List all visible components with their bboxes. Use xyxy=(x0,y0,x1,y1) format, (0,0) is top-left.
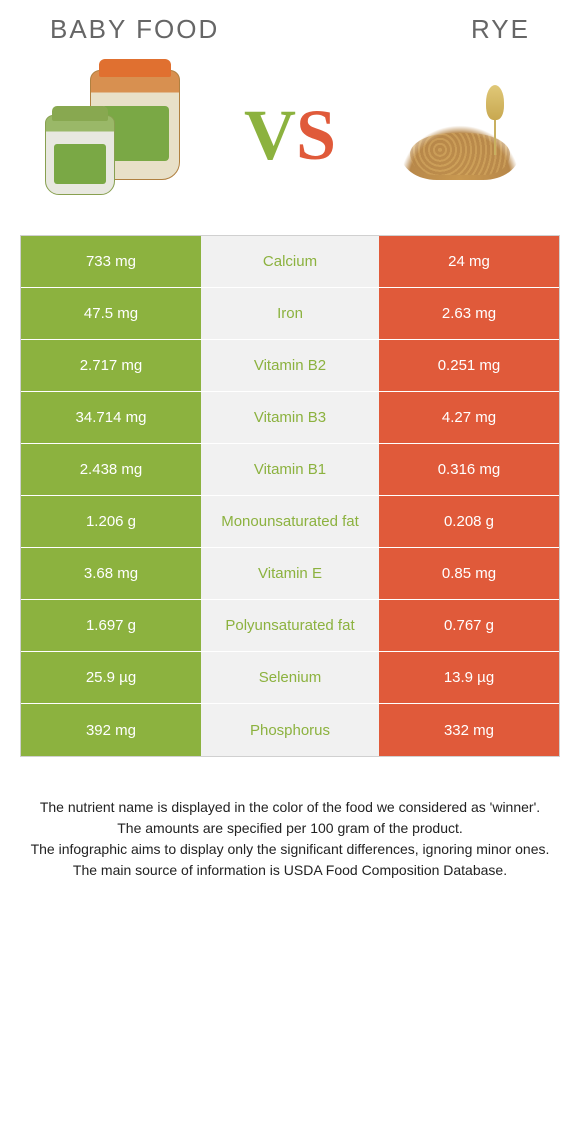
cell-right-value: 0.316 mg xyxy=(379,444,559,495)
images-row: VS xyxy=(0,45,580,235)
cell-left-value: 1.206 g xyxy=(21,496,201,547)
table-row: 47.5 mgIron2.63 mg xyxy=(21,288,559,340)
cell-nutrient-label: Polyunsaturated fat xyxy=(201,600,379,651)
cell-right-value: 332 mg xyxy=(379,704,559,756)
cell-left-value: 25.9 µg xyxy=(21,652,201,703)
cell-nutrient-label: Vitamin B3 xyxy=(201,392,379,443)
footer-line: The infographic aims to display only the… xyxy=(30,839,550,860)
cell-right-value: 24 mg xyxy=(379,236,559,287)
table-row: 34.714 mgVitamin B34.27 mg xyxy=(21,392,559,444)
table-row: 1.206 gMonounsaturated fat0.208 g xyxy=(21,496,559,548)
cell-nutrient-label: Vitamin B2 xyxy=(201,340,379,391)
footer-line: The main source of information is USDA F… xyxy=(30,860,550,881)
cell-left-value: 2.717 mg xyxy=(21,340,201,391)
cell-nutrient-label: Vitamin E xyxy=(201,548,379,599)
cell-right-value: 0.85 mg xyxy=(379,548,559,599)
cell-nutrient-label: Monounsaturated fat xyxy=(201,496,379,547)
cell-nutrient-label: Iron xyxy=(201,288,379,339)
cell-left-value: 733 mg xyxy=(21,236,201,287)
cell-nutrient-label: Vitamin B1 xyxy=(201,444,379,495)
rye-image xyxy=(380,65,540,205)
cell-left-value: 34.714 mg xyxy=(21,392,201,443)
vs-s: S xyxy=(296,94,336,177)
cell-left-value: 47.5 mg xyxy=(21,288,201,339)
cell-nutrient-label: Calcium xyxy=(201,236,379,287)
cell-left-value: 3.68 mg xyxy=(21,548,201,599)
table-row: 392 mgPhosphorus332 mg xyxy=(21,704,559,756)
table-row: 2.717 mgVitamin B20.251 mg xyxy=(21,340,559,392)
table-row: 733 mgCalcium24 mg xyxy=(21,236,559,288)
footer-line: The amounts are specified per 100 gram o… xyxy=(30,818,550,839)
cell-left-value: 1.697 g xyxy=(21,600,201,651)
vs-v: V xyxy=(244,94,296,177)
cell-right-value: 13.9 µg xyxy=(379,652,559,703)
cell-right-value: 0.208 g xyxy=(379,496,559,547)
title-right: Rye xyxy=(471,14,530,45)
title-left: Baby food xyxy=(50,14,219,45)
baby-food-image xyxy=(40,65,200,205)
cell-right-value: 2.63 mg xyxy=(379,288,559,339)
footer-line: The nutrient name is displayed in the co… xyxy=(30,797,550,818)
table-row: 25.9 µgSelenium13.9 µg xyxy=(21,652,559,704)
cell-right-value: 4.27 mg xyxy=(379,392,559,443)
table-row: 2.438 mgVitamin B10.316 mg xyxy=(21,444,559,496)
nutrition-table: 733 mgCalcium24 mg47.5 mgIron2.63 mg2.71… xyxy=(20,235,560,757)
vs-label: VS xyxy=(244,94,336,177)
cell-right-value: 0.767 g xyxy=(379,600,559,651)
cell-nutrient-label: Selenium xyxy=(201,652,379,703)
table-row: 1.697 gPolyunsaturated fat0.767 g xyxy=(21,600,559,652)
cell-left-value: 2.438 mg xyxy=(21,444,201,495)
table-row: 3.68 mgVitamin E0.85 mg xyxy=(21,548,559,600)
cell-right-value: 0.251 mg xyxy=(379,340,559,391)
header: Baby food Rye xyxy=(0,0,580,45)
cell-left-value: 392 mg xyxy=(21,704,201,756)
footer-notes: The nutrient name is displayed in the co… xyxy=(0,757,580,881)
cell-nutrient-label: Phosphorus xyxy=(201,704,379,756)
